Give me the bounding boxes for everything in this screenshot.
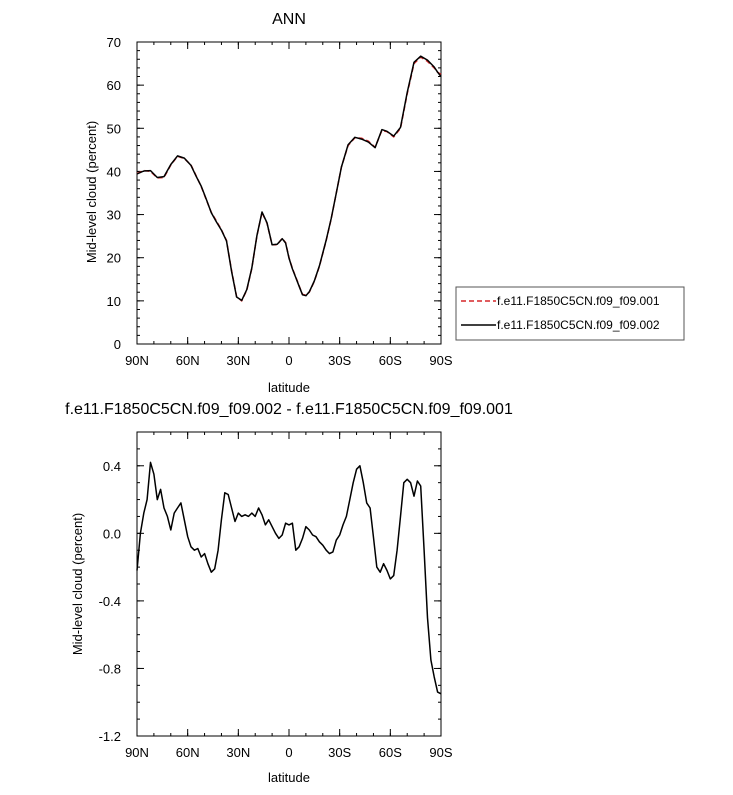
top-x-tick-label: 90S [429, 353, 452, 368]
bottom-x-tick-label: 30N [226, 745, 250, 760]
top-x-tick-label: 0 [285, 353, 292, 368]
top-plot-frame [136, 41, 442, 345]
top-title: ANN [272, 11, 306, 28]
top-y-tick-label: 50 [107, 121, 121, 136]
top-y-tick-label: 60 [107, 78, 121, 93]
legend-box [455, 286, 685, 341]
top-y-tick-label: 70 [107, 35, 121, 50]
bottom-y-tick-label: -0.4 [99, 594, 121, 609]
top-series-line-1 [136, 56, 442, 302]
legend-label-001: f.e11.F1850C5CN.f09_f09.001 [497, 294, 660, 308]
bottom-y-axis-label: Mid-level cloud (percent) [70, 513, 85, 655]
bottom-x-tick-label: 60N [176, 745, 200, 760]
top-y-axis-label: Mid-level cloud (percent) [84, 121, 99, 263]
top-y-tick-label: 30 [107, 208, 121, 223]
top-y-tick-label: 40 [107, 164, 121, 179]
bottom-x-tick-label: 60S [379, 745, 402, 760]
top-y-tick-label: 20 [107, 251, 121, 266]
bottom-series-line-1 [136, 461, 442, 695]
top-panel: ANN Mid-level cloud (percent) latitude 0… [84, 11, 453, 395]
bottom-panel: f.e11.F1850C5CN.f09_f09.002 - f.e11.F185… [65, 401, 513, 785]
top-y-tick-label: 0 [114, 337, 121, 352]
top-y-tick-label: 10 [107, 294, 121, 309]
bottom-x-tick-label: 90N [125, 745, 149, 760]
top-x-tick-label: 60N [176, 353, 200, 368]
top-series-line-2 [136, 55, 442, 302]
top-x-tick-label: 30N [226, 353, 250, 368]
bottom-y-tick-label: -1.2 [99, 729, 121, 744]
top-x-tick-label: 60S [379, 353, 402, 368]
top-x-tick-label: 30S [328, 353, 351, 368]
bottom-y-tick-label: 0.4 [103, 459, 121, 474]
top-x-axis-label: latitude [268, 380, 310, 395]
bottom-plot-frame [136, 431, 442, 737]
top-x-tick-label: 90N [125, 353, 149, 368]
bottom-y-tick-label: 0.0 [103, 526, 121, 541]
bottom-x-tick-label: 90S [429, 745, 452, 760]
bottom-title: f.e11.F1850C5CN.f09_f09.002 - f.e11.F185… [65, 401, 513, 418]
legend: f.e11.F1850C5CN.f09_f09.001 f.e11.F1850C… [455, 286, 685, 341]
legend-label-002: f.e11.F1850C5CN.f09_f09.002 [497, 318, 660, 332]
bottom-x-tick-label: 30S [328, 745, 351, 760]
bottom-x-axis-label: latitude [268, 770, 310, 785]
bottom-x-tick-label: 0 [285, 745, 292, 760]
bottom-y-tick-label: -0.8 [99, 661, 121, 676]
